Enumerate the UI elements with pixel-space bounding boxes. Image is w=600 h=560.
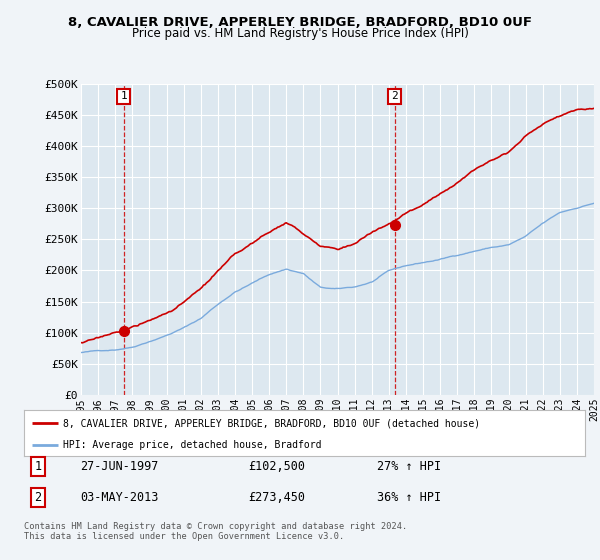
Text: 2: 2 (34, 491, 41, 504)
Text: 8, CAVALIER DRIVE, APPERLEY BRIDGE, BRADFORD, BD10 0UF (detached house): 8, CAVALIER DRIVE, APPERLEY BRIDGE, BRAD… (63, 418, 481, 428)
Text: £273,450: £273,450 (248, 491, 305, 504)
Text: £102,500: £102,500 (248, 460, 305, 473)
Text: 27% ↑ HPI: 27% ↑ HPI (377, 460, 442, 473)
Text: 8, CAVALIER DRIVE, APPERLEY BRIDGE, BRADFORD, BD10 0UF: 8, CAVALIER DRIVE, APPERLEY BRIDGE, BRAD… (68, 16, 532, 29)
Text: 1: 1 (120, 91, 127, 101)
Text: 27-JUN-1997: 27-JUN-1997 (80, 460, 158, 473)
Text: HPI: Average price, detached house, Bradford: HPI: Average price, detached house, Brad… (63, 440, 322, 450)
Text: Contains HM Land Registry data © Crown copyright and database right 2024.
This d: Contains HM Land Registry data © Crown c… (24, 522, 407, 542)
Text: Price paid vs. HM Land Registry's House Price Index (HPI): Price paid vs. HM Land Registry's House … (131, 27, 469, 40)
Text: 1: 1 (34, 460, 41, 473)
Text: 2: 2 (391, 91, 398, 101)
Text: 03-MAY-2013: 03-MAY-2013 (80, 491, 158, 504)
Text: 36% ↑ HPI: 36% ↑ HPI (377, 491, 442, 504)
